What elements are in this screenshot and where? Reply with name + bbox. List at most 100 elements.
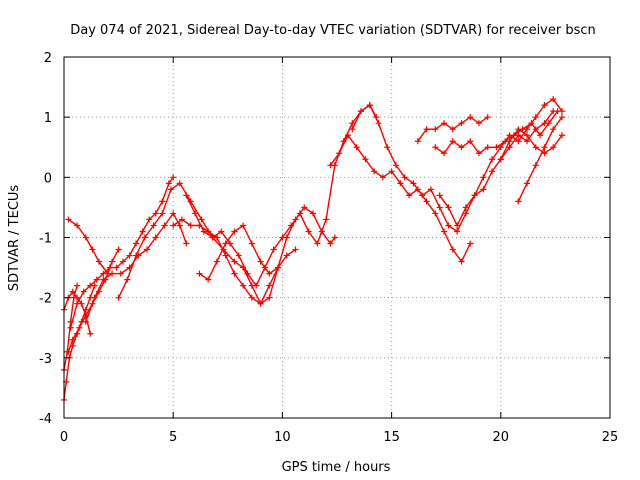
data-point bbox=[87, 330, 94, 337]
data-point bbox=[261, 264, 268, 271]
data-point bbox=[362, 156, 369, 163]
data-point bbox=[550, 96, 557, 103]
data-point bbox=[336, 150, 343, 157]
data-point bbox=[550, 144, 557, 151]
x-tick-label: 20 bbox=[493, 430, 510, 445]
data-point bbox=[449, 246, 456, 253]
series-trace bbox=[500, 128, 563, 160]
data-point bbox=[231, 270, 238, 277]
data-point bbox=[74, 300, 81, 307]
data-point bbox=[480, 186, 487, 193]
y-tick-label: -4 bbox=[39, 412, 52, 427]
data-point bbox=[69, 288, 76, 295]
data-point bbox=[170, 174, 177, 181]
data-point bbox=[80, 288, 87, 295]
data-point bbox=[226, 240, 233, 247]
data-series-18 bbox=[497, 126, 565, 163]
y-tick-label: -1 bbox=[39, 232, 52, 247]
data-point bbox=[133, 240, 140, 247]
data-point bbox=[170, 222, 177, 229]
data-point bbox=[253, 282, 260, 289]
data-point bbox=[506, 138, 513, 145]
data-point bbox=[209, 234, 216, 241]
data-point bbox=[270, 246, 277, 253]
data-point bbox=[198, 216, 205, 223]
data-point bbox=[353, 144, 360, 151]
series-trace bbox=[85, 212, 187, 322]
data-point bbox=[283, 252, 290, 259]
data-point bbox=[213, 258, 220, 265]
data-point bbox=[95, 258, 102, 265]
data-point bbox=[279, 234, 286, 241]
data-point bbox=[331, 234, 338, 241]
data-point bbox=[231, 258, 238, 265]
data-point bbox=[550, 108, 557, 115]
data-point bbox=[143, 246, 150, 253]
chart-title: Day 074 of 2021, Sidereal Day-to-day VTE… bbox=[70, 23, 596, 38]
data-point bbox=[515, 132, 522, 139]
data-point bbox=[87, 282, 94, 289]
data-point bbox=[406, 192, 413, 199]
data-point bbox=[266, 270, 273, 277]
data-point bbox=[541, 144, 548, 151]
data-point bbox=[309, 210, 316, 217]
data-point bbox=[240, 282, 247, 289]
data-point bbox=[375, 120, 382, 127]
data-point bbox=[93, 276, 100, 283]
data-point bbox=[467, 138, 474, 145]
data-point bbox=[231, 228, 238, 235]
data-series-11 bbox=[183, 102, 380, 289]
y-tick-label: -3 bbox=[39, 352, 52, 367]
data-point bbox=[76, 324, 83, 331]
data-point bbox=[384, 144, 391, 151]
y-tick-label: 2 bbox=[44, 51, 52, 66]
data-point bbox=[257, 300, 264, 307]
y-tick-label: 0 bbox=[44, 171, 52, 186]
data-point bbox=[248, 294, 255, 301]
data-point bbox=[558, 114, 565, 121]
x-tick-label: 5 bbox=[169, 430, 177, 445]
data-point bbox=[159, 198, 166, 205]
series-trace bbox=[329, 133, 471, 263]
data-point bbox=[467, 240, 474, 247]
data-point bbox=[532, 126, 539, 133]
plot-area bbox=[61, 96, 565, 403]
data-point bbox=[480, 174, 487, 181]
data-point bbox=[532, 114, 539, 121]
data-point bbox=[432, 210, 439, 217]
data-series-9 bbox=[170, 216, 299, 307]
series-trace bbox=[439, 110, 554, 228]
data-series-12 bbox=[327, 132, 474, 265]
data-point bbox=[152, 210, 159, 217]
series-trace bbox=[351, 98, 563, 233]
data-point bbox=[200, 228, 207, 235]
data-point bbox=[139, 228, 146, 235]
data-point bbox=[67, 324, 74, 331]
data-series-16 bbox=[436, 108, 557, 229]
data-point bbox=[462, 210, 469, 217]
data-point bbox=[454, 222, 461, 229]
data-point bbox=[168, 186, 175, 193]
data-point bbox=[432, 144, 439, 151]
x-tick-label: 25 bbox=[602, 430, 619, 445]
data-point bbox=[170, 210, 177, 217]
data-point bbox=[423, 198, 430, 205]
data-point bbox=[146, 216, 153, 223]
data-point bbox=[454, 228, 461, 235]
data-point bbox=[515, 138, 522, 145]
data-point bbox=[379, 174, 386, 181]
data-series-5 bbox=[67, 174, 177, 331]
data-point bbox=[74, 294, 81, 301]
data-point bbox=[515, 126, 522, 133]
data-point bbox=[115, 246, 122, 253]
data-series-14 bbox=[414, 114, 491, 145]
x-tick-label: 15 bbox=[383, 430, 400, 445]
data-point bbox=[141, 234, 148, 241]
data-point bbox=[436, 204, 443, 211]
data-point bbox=[401, 174, 408, 181]
data-point bbox=[82, 318, 89, 325]
data-point bbox=[419, 192, 426, 199]
data-point bbox=[441, 150, 448, 157]
y-tick-labels: -4 -3 -2 -1 0 1 2 bbox=[39, 51, 52, 427]
